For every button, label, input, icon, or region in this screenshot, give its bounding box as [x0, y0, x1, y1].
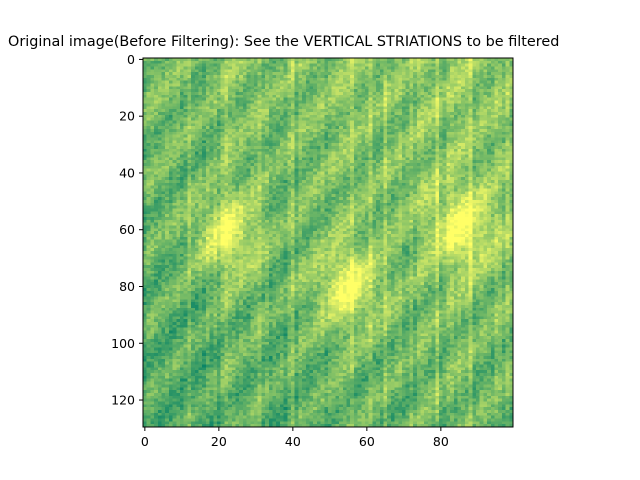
y-tick-label: 0 — [127, 52, 135, 67]
x-axis: 0 20 40 60 80 — [141, 427, 449, 449]
y-tick-label: 60 — [119, 222, 135, 237]
x-tick-label: 0 — [141, 434, 149, 449]
y-tick-label: 20 — [119, 109, 135, 124]
chart-title: Original image(Before Filtering): See th… — [8, 34, 560, 50]
axes-frame — [142, 57, 514, 428]
heatmap-image — [143, 58, 513, 427]
x-tick-label: 80 — [433, 434, 449, 449]
y-tick-label: 120 — [111, 393, 135, 408]
x-tick-label: 20 — [211, 434, 227, 449]
heatmap-raster — [143, 58, 513, 427]
x-tick-label: 60 — [359, 434, 375, 449]
x-tick-label: 40 — [285, 434, 301, 449]
y-tick-label: 100 — [111, 336, 135, 351]
y-tick-label: 40 — [119, 165, 135, 180]
y-axis: 0 20 40 60 80 100 120 — [111, 52, 143, 408]
y-tick-label: 80 — [119, 279, 135, 294]
